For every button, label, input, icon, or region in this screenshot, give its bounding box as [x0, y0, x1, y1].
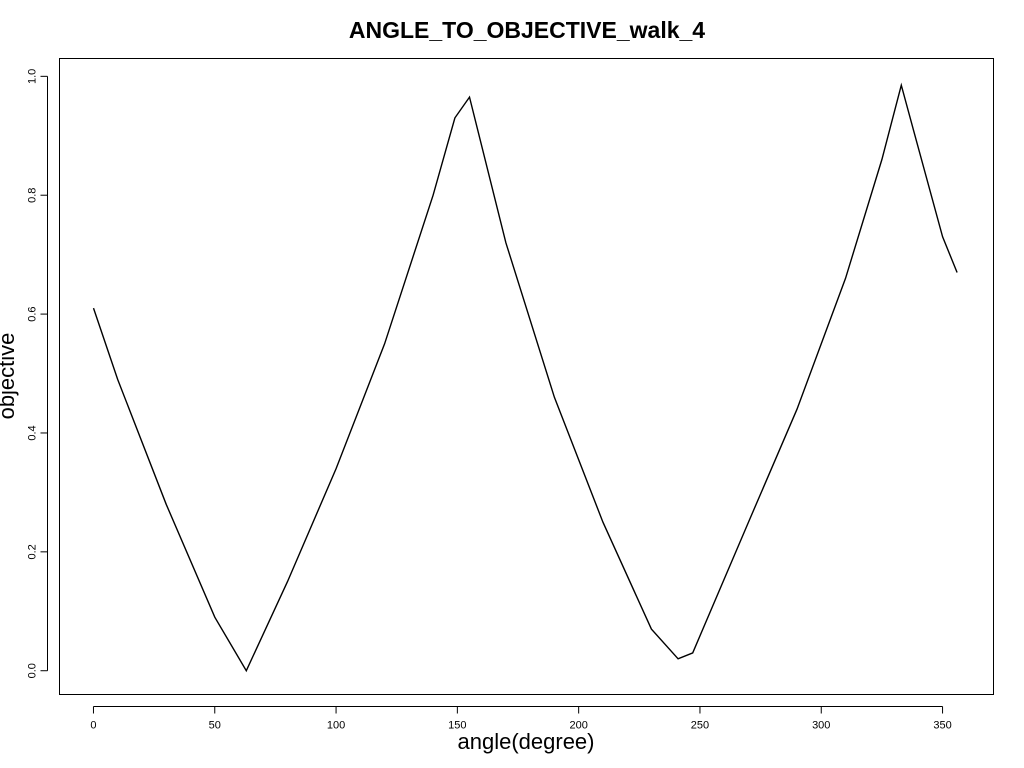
x-tick-label: 150 [448, 720, 466, 732]
x-tick-label: 100 [327, 720, 345, 732]
x-tick-label: 50 [209, 720, 221, 732]
x-tick-label: 200 [569, 720, 587, 732]
y-tick-label: 0.8 [27, 188, 39, 203]
y-tick-label: 1.0 [27, 69, 39, 84]
y-axis-label: objective [0, 333, 19, 420]
plot-frame [59, 58, 994, 695]
y-tick-label: 0.2 [27, 544, 39, 559]
x-tick-label: 300 [812, 720, 830, 732]
x-axis-label: angle(degree) [458, 729, 595, 754]
series-group [92, 82, 958, 673]
x-axis: 0 50 100 150 200 250 300 350 [90, 706, 952, 732]
x-tick-label: 350 [933, 720, 951, 732]
x-tick-label: 250 [691, 720, 709, 732]
y-axis: 0.0 0.2 0.4 0.6 0.8 1.0 [27, 69, 48, 678]
y-tick-label: 0.4 [27, 425, 39, 440]
y-tick-label: 0.6 [27, 306, 39, 321]
series-line [92, 82, 958, 673]
chart-title: ANGLE_TO_OBJECTIVE_walk_4 [349, 17, 705, 43]
y-tick-label: 0.0 [27, 663, 39, 678]
x-tick-label: 0 [90, 720, 96, 732]
